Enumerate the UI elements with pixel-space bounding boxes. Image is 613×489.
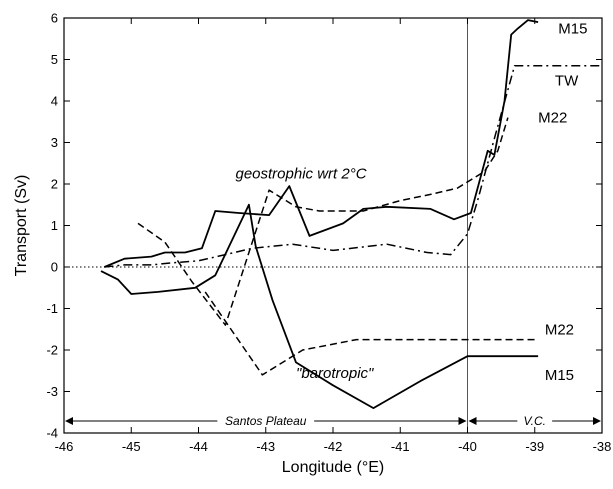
- curve-annotation: M22: [538, 110, 567, 127]
- x-tick-label: -40: [458, 439, 477, 454]
- y-tick-label: -3: [46, 384, 58, 399]
- y-tick-label: 4: [51, 94, 58, 109]
- curve-annotation: M15: [558, 20, 587, 37]
- curve-annotations: geostrophic wrt 2°C "barotropic" M15 TW M22 M…: [235, 20, 587, 384]
- series-line-solid: [104, 19, 539, 268]
- y-tick-label: -2: [46, 343, 58, 358]
- series-line-dashdot: [104, 64, 602, 268]
- reference-lines: [64, 18, 602, 433]
- region-indicators: Santos Plateau V.C.: [65, 414, 601, 428]
- y-tick-label: 2: [51, 177, 58, 192]
- curve-annotation: M22: [545, 321, 574, 338]
- y-tick-label: 6: [51, 11, 58, 26]
- y-tick-label: 3: [51, 135, 58, 150]
- axis-ticks: -46 -45 -44 -43 -42 -41 -40 -39 -38 -4 -3 -2 -1 0 1 2 3 4…: [46, 11, 611, 455]
- series-line-solid: [100, 203, 539, 410]
- x-tick-label: -39: [525, 439, 544, 454]
- x-tick-label: -44: [189, 439, 208, 454]
- x-axis-title: Longitude (°E): [282, 459, 384, 476]
- y-tick-label: 0: [51, 260, 58, 275]
- curve-annotation: geostrophic wrt 2°C: [235, 166, 366, 183]
- curve-annotation: M15: [545, 367, 574, 384]
- series-line-dashed: [204, 291, 539, 376]
- y-tick-label: -1: [46, 301, 58, 316]
- y-axis-title: Transport (Sv): [13, 175, 30, 277]
- y-tick-label: -4: [46, 426, 58, 441]
- x-tick-label: -38: [593, 439, 612, 454]
- data-series: [100, 19, 602, 410]
- y-tick-label: 1: [51, 218, 58, 233]
- x-tick-label: -46: [55, 439, 74, 454]
- y-tick-label: 5: [51, 52, 58, 67]
- x-tick-label: -41: [391, 439, 410, 454]
- x-tick-label: -43: [256, 439, 275, 454]
- x-tick-label: -42: [324, 439, 343, 454]
- region-label-v-c: V.C.: [524, 414, 546, 428]
- x-tick-label: -45: [122, 439, 141, 454]
- curve-annotation: "barotropic": [296, 365, 374, 382]
- curve-annotation: TW: [555, 72, 579, 89]
- series-line-dashed: [137, 117, 509, 326]
- region-label-santos-plateau: Santos Plateau: [225, 414, 307, 428]
